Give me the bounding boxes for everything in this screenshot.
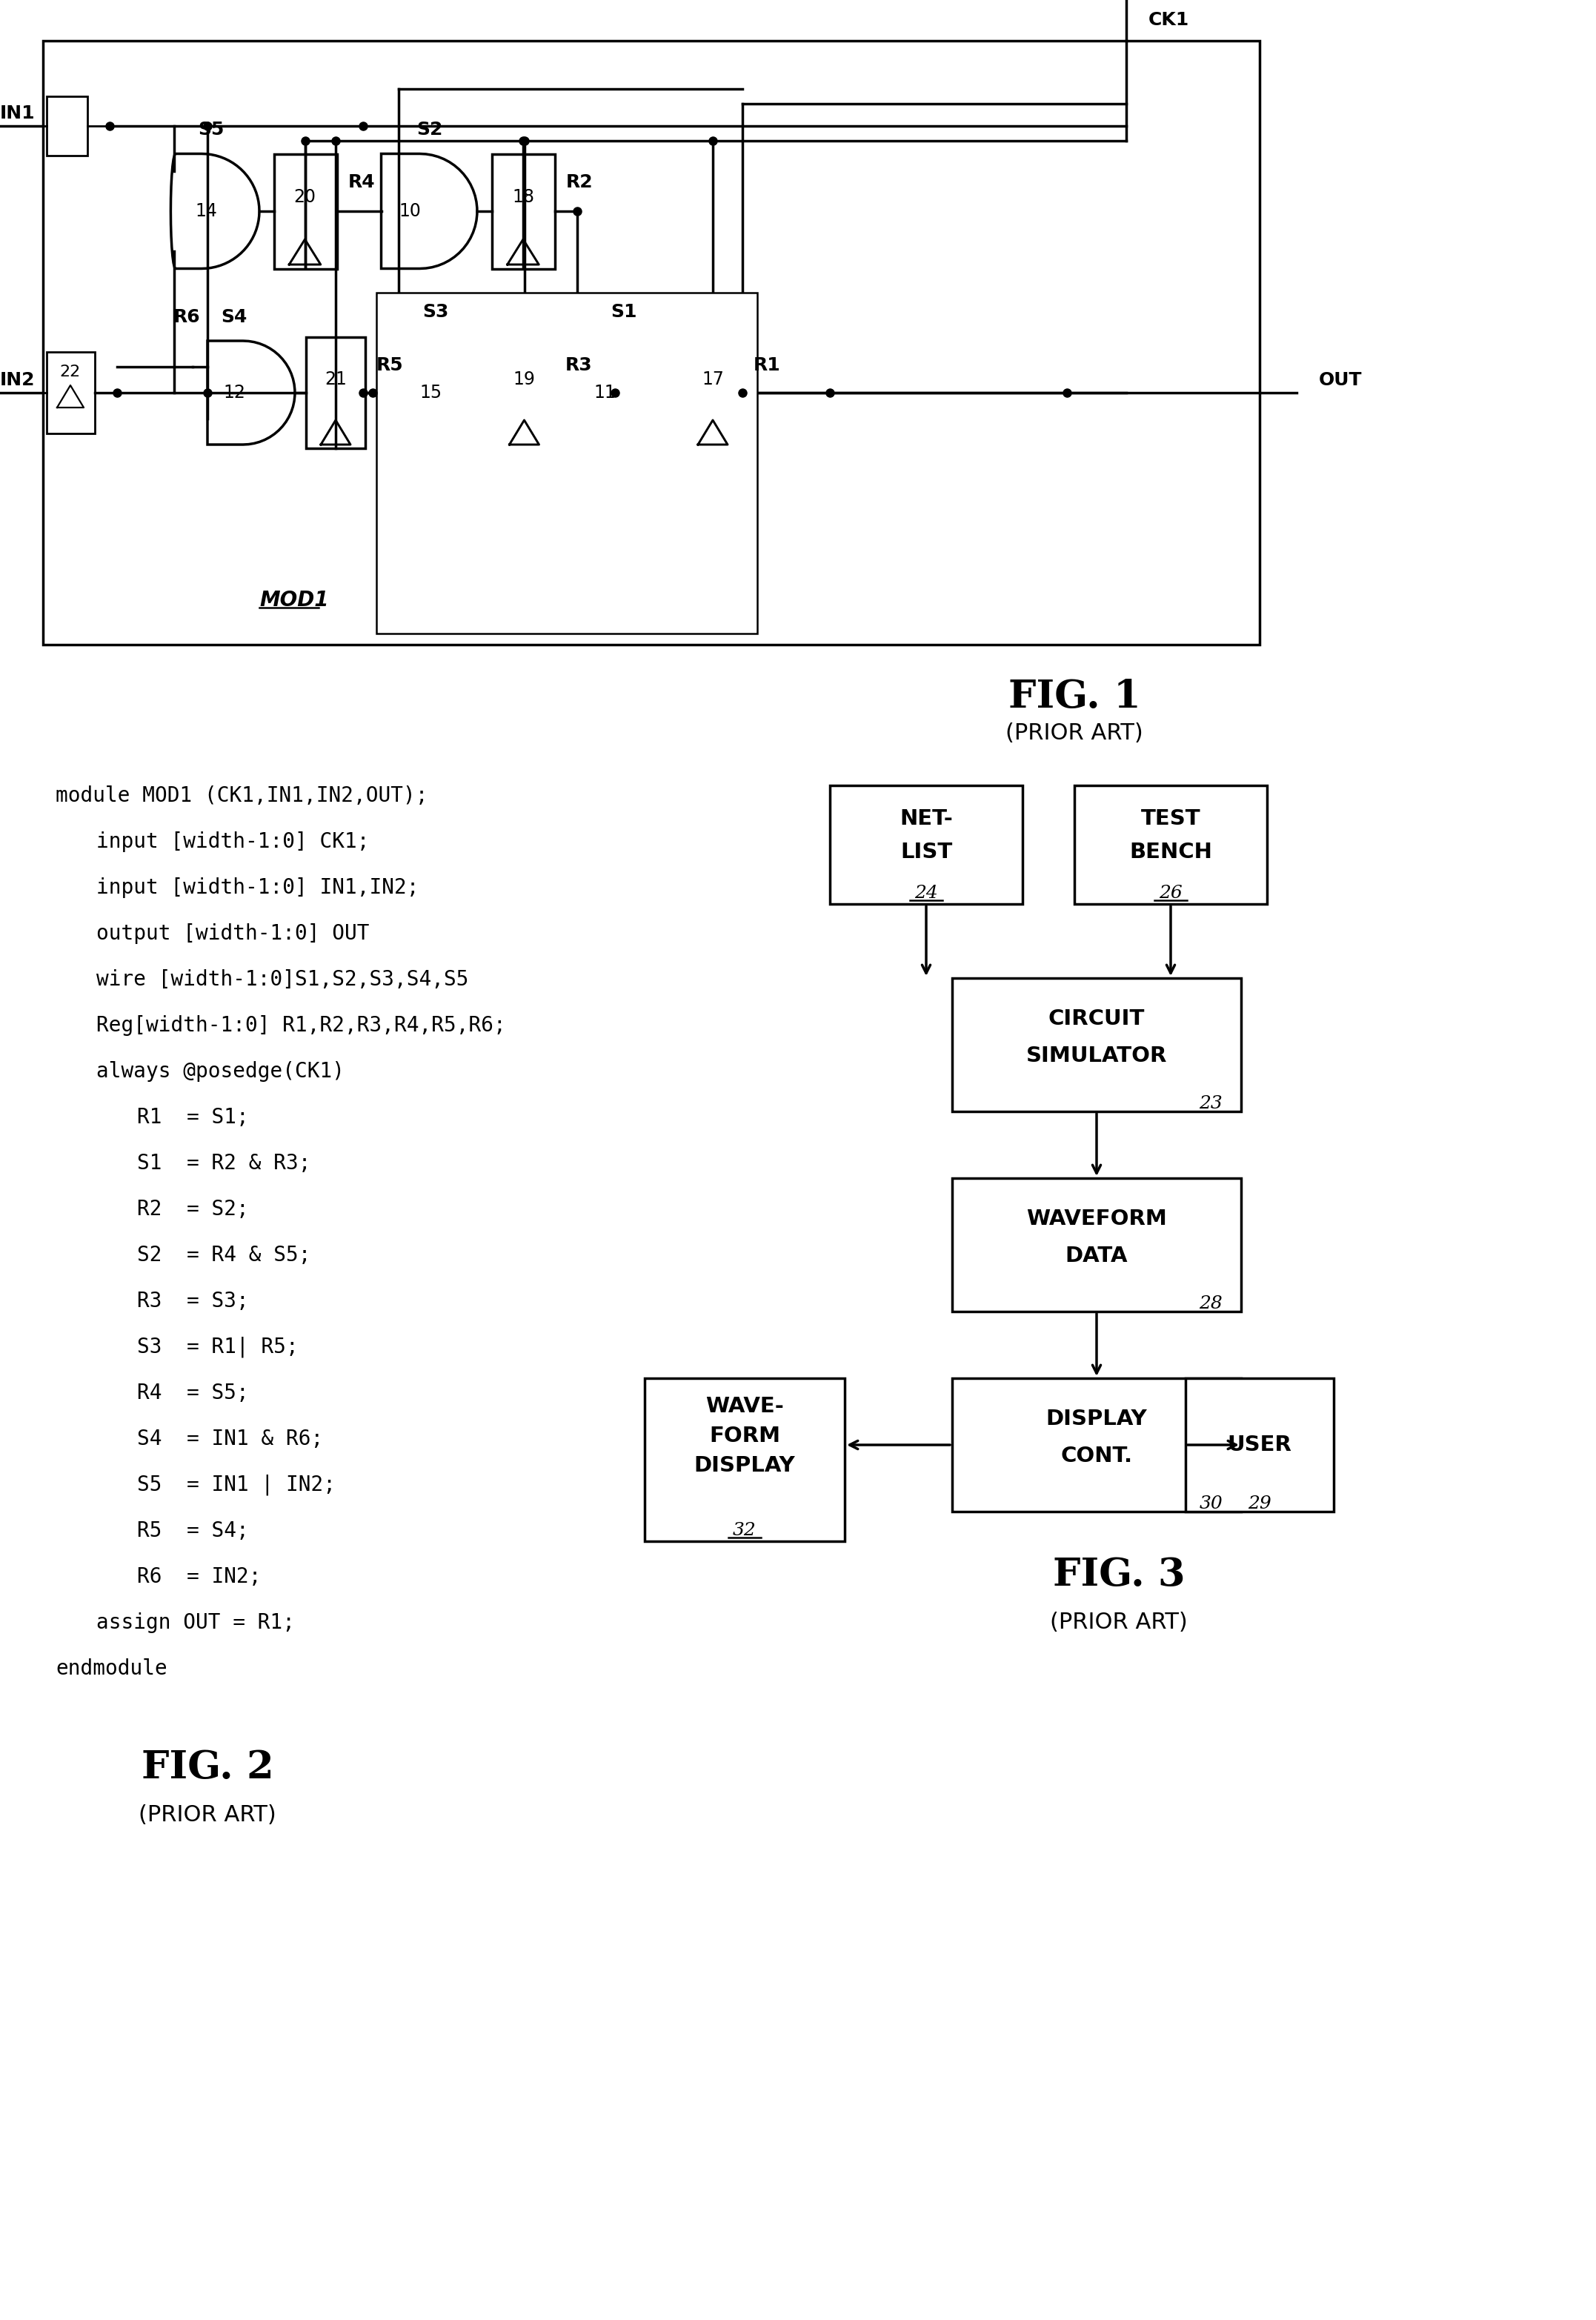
Text: S4  = IN1 & R6;: S4 = IN1 & R6;: [137, 1429, 324, 1450]
Text: FIG. 3: FIG. 3: [1053, 1557, 1184, 1594]
Text: S2  = R4 & S5;: S2 = R4 & S5;: [137, 1246, 311, 1267]
Text: 22: 22: [61, 364, 81, 380]
Bar: [275, 153, 337, 269]
Text: output [width-1:0] OUT: output [width-1:0] OUT: [96, 923, 369, 944]
Text: 29: 29: [1248, 1496, 1272, 1513]
Text: R1  = S1;: R1 = S1;: [137, 1107, 249, 1128]
Bar: [1074, 786, 1267, 905]
Text: R3: R3: [565, 355, 592, 374]
Bar: [306, 336, 365, 448]
Text: input [width-1:0] IN1,IN2;: input [width-1:0] IN1,IN2;: [96, 877, 420, 898]
Text: endmodule: endmodule: [56, 1659, 168, 1680]
Text: 17: 17: [702, 371, 725, 387]
Text: input [width-1:0] CK1;: input [width-1:0] CK1;: [96, 831, 369, 851]
Text: S5: S5: [198, 121, 225, 139]
Text: FIG. 2: FIG. 2: [140, 1749, 273, 1786]
Text: OUT: OUT: [1318, 371, 1363, 390]
Text: 32: 32: [733, 1522, 757, 1538]
Bar: [495, 336, 554, 448]
Text: (PRIOR ART): (PRIOR ART): [1050, 1612, 1187, 1633]
Text: 14: 14: [195, 202, 217, 220]
Text: R1: R1: [753, 355, 780, 374]
Text: R6: R6: [172, 309, 200, 327]
Text: (PRIOR ART): (PRIOR ART): [139, 1805, 276, 1826]
Text: assign OUT = R1;: assign OUT = R1;: [96, 1612, 295, 1633]
Text: 18: 18: [512, 188, 535, 206]
Text: 24: 24: [915, 884, 938, 902]
Bar: [492, 153, 555, 269]
Bar: [377, 292, 757, 633]
Bar: [953, 1378, 1242, 1513]
Text: S4: S4: [220, 309, 247, 327]
Text: CONT.: CONT.: [1061, 1445, 1133, 1466]
Text: CK1: CK1: [1149, 12, 1189, 28]
Text: S3: S3: [423, 302, 448, 320]
Bar: [1186, 1378, 1334, 1513]
Text: 10: 10: [399, 202, 421, 220]
Text: 26: 26: [1159, 884, 1183, 902]
Text: 11: 11: [594, 383, 616, 401]
Bar: [953, 979, 1242, 1111]
Text: S1  = R2 & R3;: S1 = R2 & R3;: [137, 1153, 311, 1174]
Text: 12: 12: [223, 383, 246, 401]
Text: R3  = S3;: R3 = S3;: [137, 1290, 249, 1311]
Text: R2: R2: [567, 174, 594, 190]
Text: R6  = IN2;: R6 = IN2;: [137, 1566, 262, 1587]
Text: R5  = S4;: R5 = S4;: [137, 1520, 249, 1540]
Bar: [43, 42, 1259, 645]
Text: NET-: NET-: [900, 807, 953, 828]
Text: IN1: IN1: [0, 104, 35, 123]
Text: IN2: IN2: [0, 371, 35, 390]
Text: FIG. 1: FIG. 1: [1009, 677, 1141, 715]
Text: always @posedge(CK1): always @posedge(CK1): [96, 1060, 345, 1081]
Text: BENCH: BENCH: [1130, 842, 1211, 863]
Text: 23: 23: [1199, 1095, 1223, 1114]
Text: 15: 15: [420, 383, 442, 401]
Text: LIST: LIST: [900, 842, 953, 863]
Text: 30: 30: [1199, 1496, 1223, 1513]
Text: WAVEFORM: WAVEFORM: [1026, 1209, 1167, 1230]
Text: Reg[width-1:0] R1,R2,R3,R4,R5,R6;: Reg[width-1:0] R1,R2,R3,R4,R5,R6;: [96, 1016, 506, 1037]
Text: R5: R5: [377, 355, 404, 374]
Bar: [645, 1378, 844, 1540]
Text: S1: S1: [611, 302, 637, 320]
Text: DISPLAY: DISPLAY: [1045, 1408, 1148, 1429]
Text: S5  = IN1 | IN2;: S5 = IN1 | IN2;: [137, 1476, 335, 1496]
Text: 19: 19: [514, 371, 535, 387]
Text: S3  = R1| R5;: S3 = R1| R5;: [137, 1336, 298, 1357]
Text: FORM: FORM: [709, 1427, 780, 1445]
Text: CIRCUIT: CIRCUIT: [1049, 1009, 1144, 1030]
Text: USER: USER: [1227, 1434, 1291, 1455]
Text: S2: S2: [417, 121, 442, 139]
Text: 20: 20: [294, 188, 316, 206]
Bar: [830, 786, 1023, 905]
Text: 28: 28: [1199, 1295, 1223, 1313]
Text: DISPLAY: DISPLAY: [694, 1455, 795, 1476]
Bar: [46, 97, 88, 155]
Text: wire [width-1:0]S1,S2,S3,S4,S5: wire [width-1:0]S1,S2,S3,S4,S5: [96, 970, 469, 991]
Text: (PRIOR ART): (PRIOR ART): [1005, 724, 1143, 745]
Text: R4  = S5;: R4 = S5;: [137, 1383, 249, 1404]
Bar: [683, 336, 742, 448]
Text: TEST: TEST: [1141, 807, 1200, 828]
Text: DATA: DATA: [1065, 1246, 1128, 1267]
Bar: [953, 1179, 1242, 1311]
Text: WAVE-: WAVE-: [705, 1397, 784, 1418]
Text: SIMULATOR: SIMULATOR: [1026, 1046, 1167, 1067]
Text: 21: 21: [324, 371, 346, 387]
Bar: [46, 353, 94, 434]
Text: module MOD1 (CK1,IN1,IN2,OUT);: module MOD1 (CK1,IN1,IN2,OUT);: [56, 786, 428, 805]
Text: MOD1: MOD1: [259, 589, 329, 610]
Text: R4: R4: [348, 174, 375, 190]
Text: R2  = S2;: R2 = S2;: [137, 1199, 249, 1220]
